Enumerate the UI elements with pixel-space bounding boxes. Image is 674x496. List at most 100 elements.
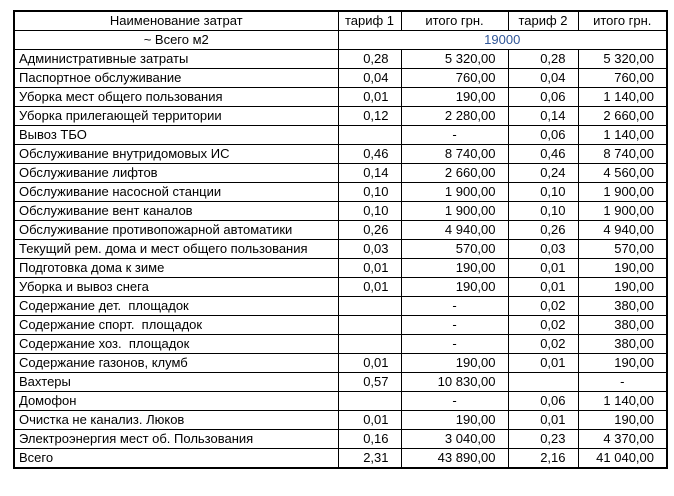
cell-name: Вывоз ТБО (13, 125, 339, 145)
cell-total2: 41 040,00 (577, 448, 668, 469)
cell-total2: 1 900,00 (577, 182, 668, 202)
cell-name: Обслуживание насосной станции (13, 182, 339, 202)
expenses-table: Наименование затрат тариф 1 итого грн. т… (13, 10, 668, 469)
table-row: Содержание спорт. площадок -0,02 380,00 (13, 315, 668, 335)
cell-tariff2: 0,14 (507, 106, 579, 126)
table-row: Подготовка дома к зиме 0,01 190,00 0,01 190,… (13, 258, 668, 278)
table-row: Административные затраты 0,28 5 320,00 0,28… (13, 49, 668, 69)
cell-total1: 570,00 (400, 239, 509, 259)
cell-total1: 10 830,00 (400, 372, 509, 392)
table-row: Вывоз ТБО -0,06 1 140,00 (13, 125, 668, 145)
table-body: Административные затраты 0,28 5 320,00 0,28… (13, 49, 668, 469)
cell-total2: 4 370,00 (577, 429, 668, 449)
cell-tariff2: 0,01 (507, 277, 579, 297)
table-row: Уборка прилегающей территории 0,12 2 280,0… (13, 106, 668, 126)
cell-tariff1: 0,03 (337, 239, 402, 259)
total-area-label: ~ Всего м2 (13, 30, 339, 50)
cell-name: Обслуживание вент каналов (13, 201, 339, 221)
cell-tariff2: 0,46 (507, 144, 579, 164)
cell-tariff2: 0,06 (507, 391, 579, 411)
cell-tariff2: 0,10 (507, 182, 579, 202)
cell-tariff2 (507, 372, 579, 392)
cell-total1: 2 660,00 (400, 163, 509, 183)
column-header-tariff1: тариф 1 (337, 10, 402, 31)
cell-tariff1: 0,01 (337, 258, 402, 278)
cell-total1: 2 280,00 (400, 106, 509, 126)
cell-total1: 760,00 (400, 68, 509, 88)
table-row: Обслуживание вент каналов 0,10 1 900,00 0,1… (13, 201, 668, 221)
table-row: Содержание газонов, клумб 0,01 190,00 0,01 1… (13, 353, 668, 373)
cell-total1: 5 320,00 (400, 49, 509, 69)
cell-name: Содержание дет. площадок (13, 296, 339, 316)
cell-name: Уборка и вывоз снега (13, 277, 339, 297)
cell-tariff1: 0,46 (337, 144, 402, 164)
table-row: Вахтеры 0,57 10 830,00 - (13, 372, 668, 392)
cell-tariff1: 0,01 (337, 87, 402, 107)
cell-total2: 1 140,00 (577, 87, 668, 107)
cell-name: Содержание спорт. площадок (13, 315, 339, 335)
cell-tariff2: 0,06 (507, 125, 579, 145)
cell-tariff1: 0,16 (337, 429, 402, 449)
cell-total2: 380,00 (577, 315, 668, 335)
cell-tariff1 (337, 315, 402, 335)
area-row: ~ Всего м2 19000 (13, 30, 668, 50)
cell-tariff2: 0,06 (507, 87, 579, 107)
column-header-name: Наименование затрат (13, 10, 339, 31)
column-header-total2: итого грн. (577, 10, 668, 31)
cell-total1: - (400, 334, 509, 354)
cell-tariff1 (337, 296, 402, 316)
cell-tariff2: 0,10 (507, 201, 579, 221)
cell-tariff1: 0,10 (337, 201, 402, 221)
cell-total2: 1 140,00 (577, 391, 668, 411)
cell-tariff1 (337, 391, 402, 411)
cell-tariff1: 0,01 (337, 353, 402, 373)
cell-tariff2: 0,04 (507, 68, 579, 88)
cell-total1: 3 040,00 (400, 429, 509, 449)
table-row: Обслуживание внутридомовых ИС 0,46 8 740,0… (13, 144, 668, 164)
table-row: Текущий рем. дома и мест общего пользова… (13, 239, 668, 259)
cell-tariff2: 0,02 (507, 334, 579, 354)
table-row: Всего 2,31 43 890,00 2,16 41 040,00 (13, 448, 668, 469)
cell-name: Административные затраты (13, 49, 339, 69)
cell-tariff1: 0,04 (337, 68, 402, 88)
cell-total1: 4 940,00 (400, 220, 509, 240)
table-row: Обслуживание насосной станции 0,10 1 900,0… (13, 182, 668, 202)
cell-tariff2: 0,01 (507, 258, 579, 278)
cell-name: Уборка прилегающей территории (13, 106, 339, 126)
table-row: Обслуживание противопожарной автоматики 0… (13, 220, 668, 240)
cell-total2: 190,00 (577, 258, 668, 278)
cell-tariff1: 0,14 (337, 163, 402, 183)
cell-total2: 1 900,00 (577, 201, 668, 221)
cell-tariff2: 0,24 (507, 163, 579, 183)
cell-tariff2: 0,23 (507, 429, 579, 449)
cell-name: Электроэнергия мест об. Пользования (13, 429, 339, 449)
cell-name: Содержание хоз. площадок (13, 334, 339, 354)
cell-total2: 190,00 (577, 353, 668, 373)
cell-total2: 570,00 (577, 239, 668, 259)
cell-tariff1: 0,26 (337, 220, 402, 240)
cell-total1: 190,00 (400, 353, 509, 373)
column-header-total1: итого грн. (400, 10, 509, 31)
cell-tariff1: 0,28 (337, 49, 402, 69)
cell-tariff1: 0,12 (337, 106, 402, 126)
cell-total2: 380,00 (577, 296, 668, 316)
cell-tariff2: 0,01 (507, 353, 579, 373)
cell-total1: 190,00 (400, 87, 509, 107)
table-row: Содержание дет. площадок -0,02 380,00 (13, 296, 668, 316)
cell-total1: - (400, 296, 509, 316)
cell-total1: 190,00 (400, 410, 509, 430)
cell-tariff1: 2,31 (337, 448, 402, 469)
cell-total1: 43 890,00 (400, 448, 509, 469)
cell-name: Уборка мест общего пользования (13, 87, 339, 107)
table-row: Уборка и вывоз снега 0,01 190,00 0,01 190,00 (13, 277, 668, 297)
table-row: Уборка мест общего пользования 0,01 190,00… (13, 87, 668, 107)
cell-total2: 2 660,00 (577, 106, 668, 126)
cell-tariff1: 0,57 (337, 372, 402, 392)
table-row: Электроэнергия мест об. Пользования 0,16 3… (13, 429, 668, 449)
cell-total2: 4 560,00 (577, 163, 668, 183)
cell-name: Подготовка дома к зиме (13, 258, 339, 278)
cell-total2: 1 140,00 (577, 125, 668, 145)
cell-name: Вахтеры (13, 372, 339, 392)
cell-name: Всего (13, 448, 339, 469)
table-row: Домофон -0,06 1 140,00 (13, 391, 668, 411)
